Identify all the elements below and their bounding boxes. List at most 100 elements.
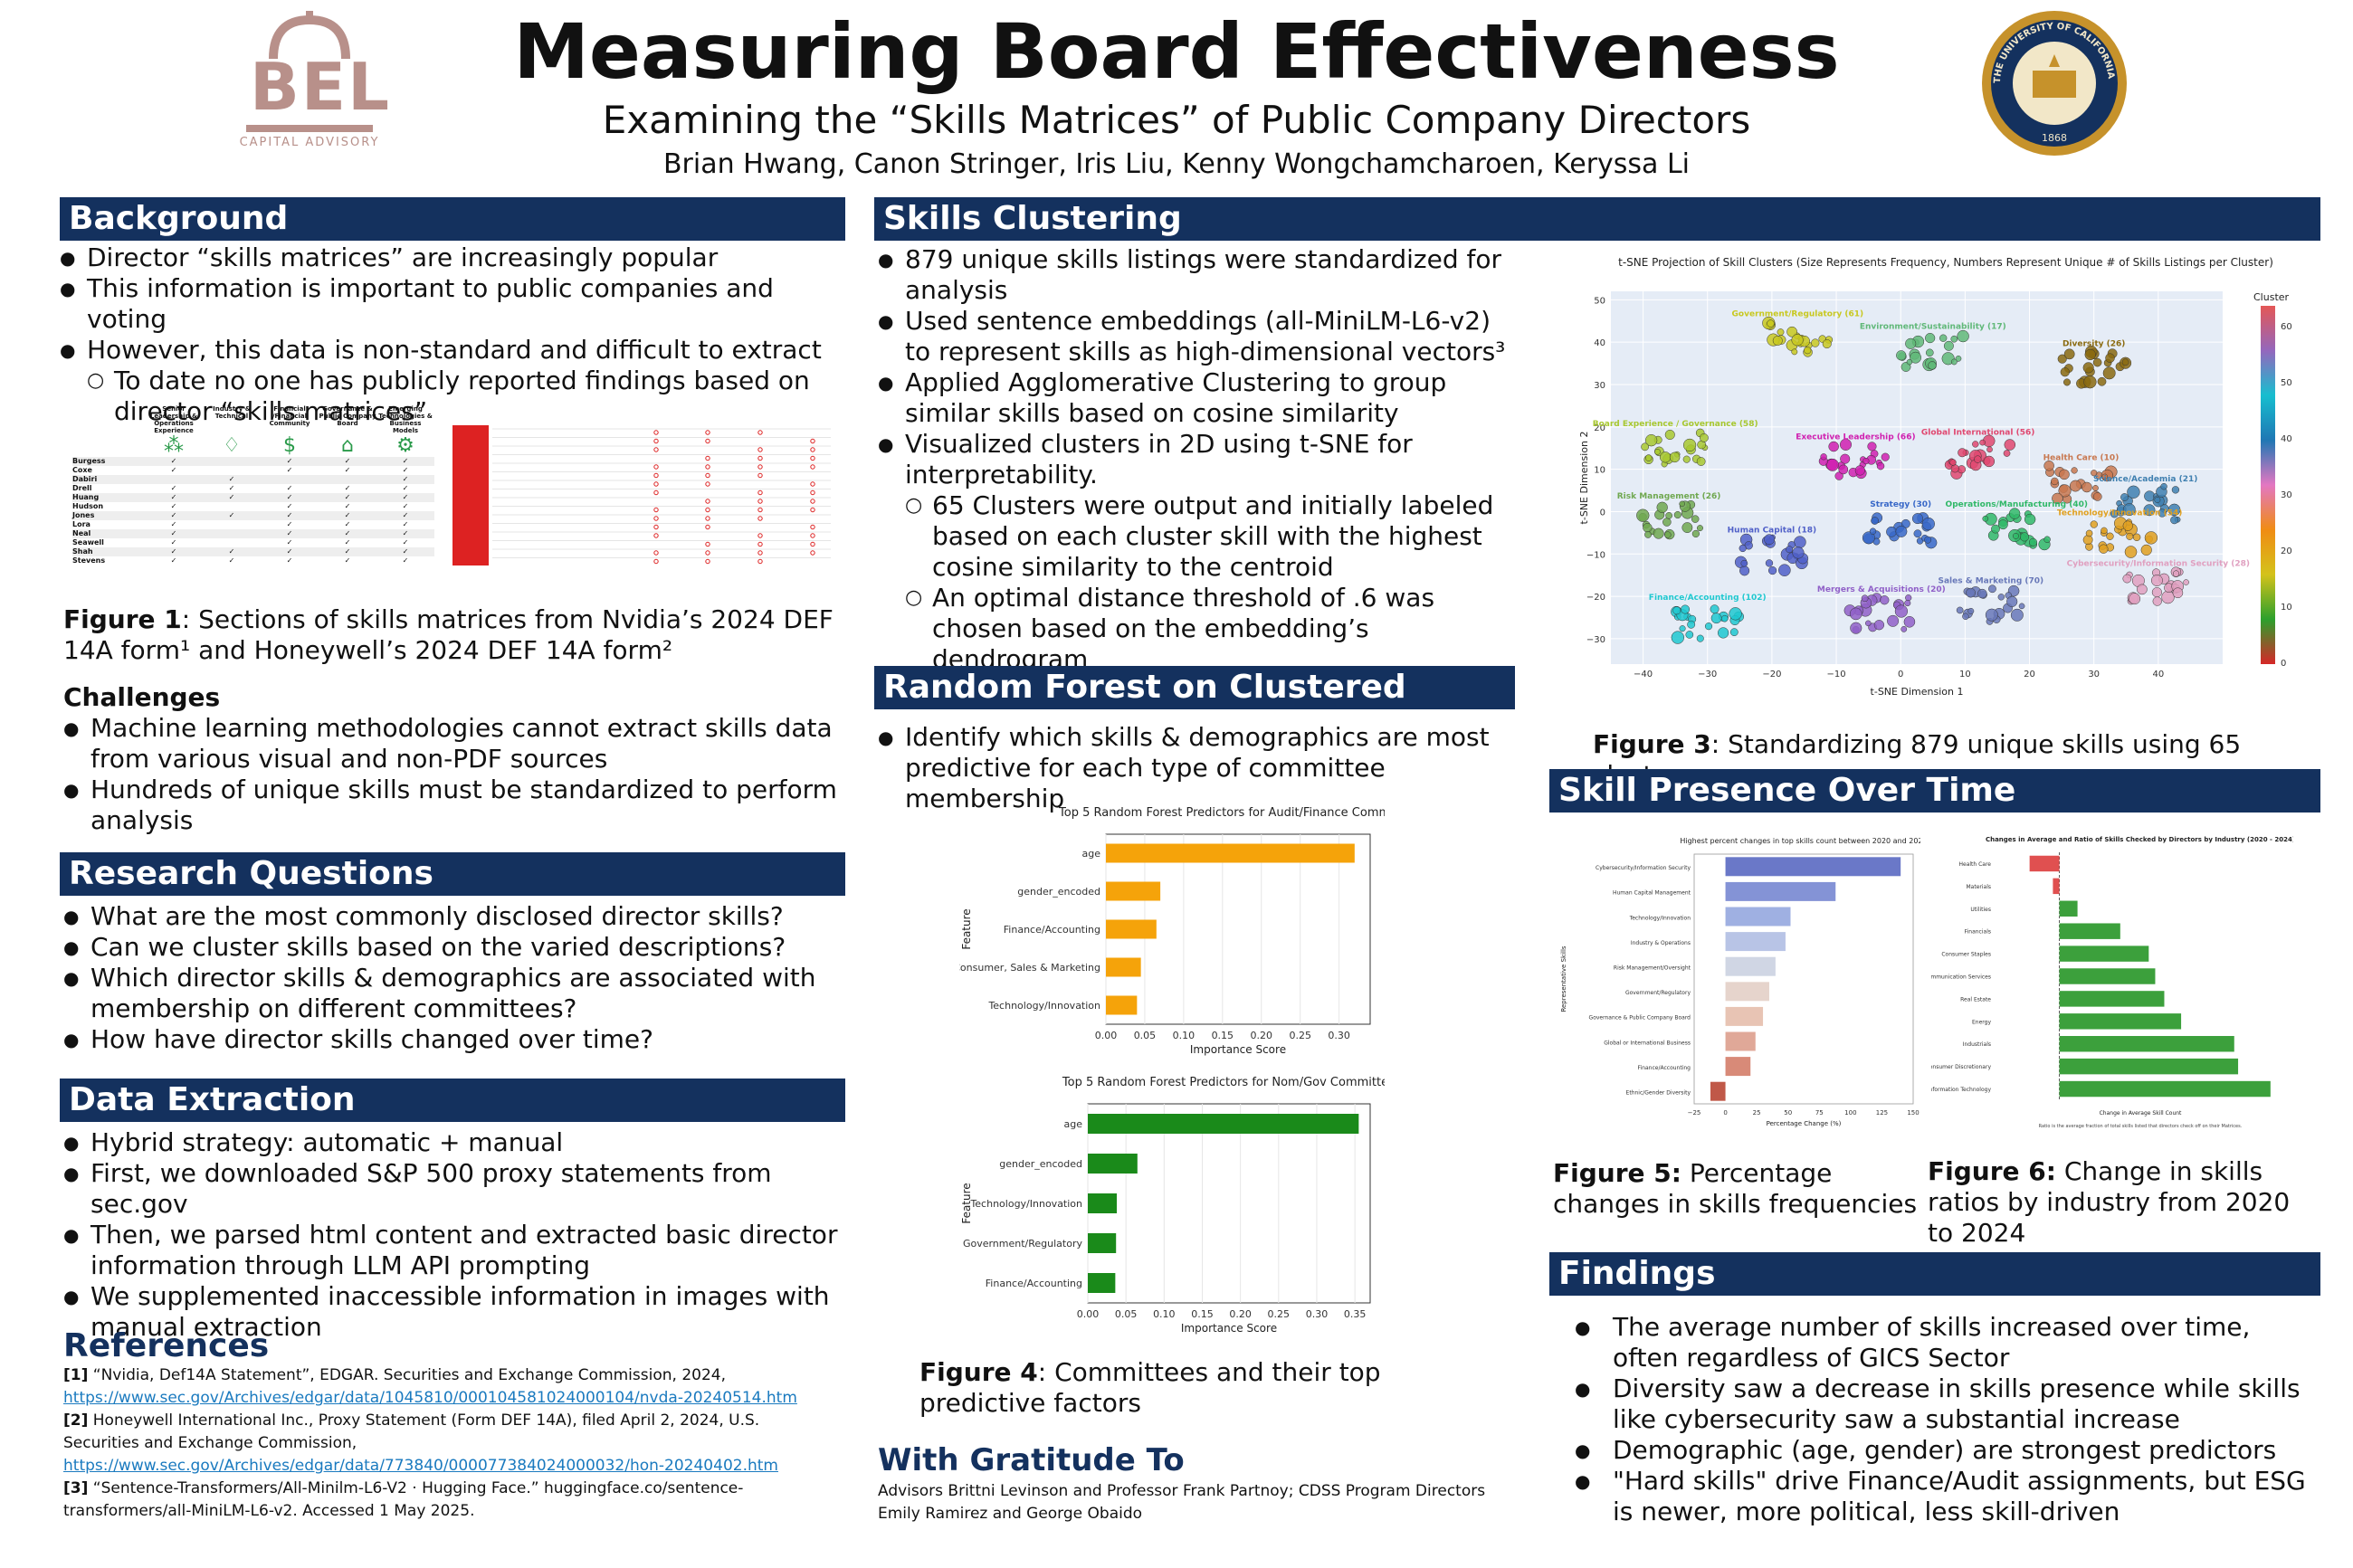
category-label: Energy [1972, 1019, 1991, 1025]
check-icon: ✓ [286, 529, 293, 537]
tick-label: 0.00 [1077, 1308, 1100, 1320]
figure5-text: Percentage changes in skills frequencies [1553, 1158, 1918, 1219]
scatter-point [2105, 353, 2115, 363]
tick-label: 30 [2088, 670, 2100, 679]
tick-label: −20 [1586, 593, 1605, 603]
matrix-col: Financial /Financial Community [269, 405, 310, 427]
scatter-point [1767, 565, 1777, 575]
tick-label: 0.30 [1306, 1308, 1329, 1320]
scatter-point [1662, 518, 1672, 527]
scatter-point [1957, 329, 1969, 343]
check-icon: ✓ [344, 484, 351, 492]
presence-heading: Skill Presence Over Time [1549, 769, 2320, 813]
check-circle-icon [757, 516, 763, 521]
list-item: Hundreds of unique skills must be standa… [63, 774, 851, 836]
scatter-point [1972, 441, 1979, 448]
tick-label: 0.15 [1191, 1308, 1214, 1320]
nomgov-committee-chart: Top 5 Random Forest Predictors for Nom/G… [960, 1076, 1385, 1335]
gratitude-heading: With Gratitude To [878, 1442, 1185, 1478]
scatter-point [2160, 482, 2167, 490]
category-label: Finance/Accounting [1004, 924, 1100, 936]
scatter-point [2092, 485, 2099, 491]
scatter-point [1820, 453, 1827, 461]
check-icon: ✓ [228, 493, 235, 501]
check-icon [203, 520, 261, 529]
scatter-point [1928, 361, 1937, 370]
cluster-label: Government/Regulatory (61) [1732, 310, 1864, 319]
bar [2059, 1058, 2239, 1075]
tick-label: −40 [1634, 670, 1653, 679]
matrix-row-name: Dabiri [72, 475, 98, 483]
scatter-point [1659, 451, 1672, 463]
tick-label: −30 [1698, 670, 1717, 679]
check-icon: ✓ [286, 493, 293, 501]
scatter-point [1905, 337, 1917, 349]
bar [1725, 907, 1791, 927]
check-icon [203, 457, 261, 466]
scatter-point [1997, 594, 2005, 601]
bar [2059, 1080, 2271, 1098]
tick-label: 0.10 [1173, 1030, 1196, 1041]
category-label: Finance/Accounting [986, 1278, 1082, 1289]
figure1-caption: Figure 1: Sections of skills matrices fr… [63, 604, 851, 666]
check-circle-icon [810, 533, 815, 538]
check-circle-icon [653, 447, 659, 452]
scatter-point [2057, 354, 2067, 364]
scatter-point [1777, 328, 1785, 336]
category-label: Consumer Discretionary [1931, 1064, 1991, 1070]
scatter-point [1681, 522, 1693, 533]
list-item: Diversity saw a decrease in skills prese… [1575, 1373, 2308, 1435]
tick-label: 0 [1723, 1109, 1727, 1117]
check-icon: ✓ [228, 547, 235, 556]
scatter-point [1691, 529, 1700, 538]
category-label: Utilities [1970, 907, 1991, 913]
scatter-point [1644, 434, 1658, 447]
background-bullets: Director “skills matrices” are increasin… [60, 242, 847, 427]
figure6-text: Change in skills ratios by industry from… [1928, 1156, 2291, 1248]
list-item: "Hard skills" drive Finance/Audit assign… [1575, 1466, 2308, 1527]
reference-link[interactable]: https://www.sec.gov/Archives/edgar/data/… [63, 1457, 778, 1475]
tick-label: 0.00 [1095, 1030, 1118, 1041]
skills-matrix-nvidia: Senior Leadership & Operations Experienc… [72, 405, 434, 591]
scatter-point [1718, 627, 1729, 639]
forest-bullets: Identify which skills & demographics are… [878, 722, 1511, 814]
cluster-label: Finance/Accounting (102) [1649, 594, 1767, 603]
bar [1725, 932, 1786, 952]
tick-label: 50 [1784, 1109, 1792, 1117]
reference-link[interactable]: https://www.sec.gov/Archives/edgar/data/… [63, 1389, 797, 1407]
chart-title: Top 5 Random Forest Predictors for Audit… [1058, 806, 1385, 820]
scatter-point [1950, 335, 1958, 343]
cluster-label: Technology/Innovation (54) [2057, 509, 2182, 518]
check-icon: ✓ [402, 547, 409, 556]
check-circle-icon [653, 524, 659, 530]
scatter-point [1865, 620, 1872, 627]
category-label: Industrials [1963, 1041, 1991, 1048]
matrix-row-name: Shah [72, 547, 93, 556]
check-circle-icon [810, 524, 815, 530]
audit-committee-chart: Top 5 Random Forest Predictors for Audit… [959, 806, 1385, 1056]
scatter-point [1955, 356, 1962, 362]
check-icon: ✓ [344, 547, 351, 556]
bar [1725, 982, 1769, 1002]
colorbar-tick: 30 [2281, 490, 2292, 500]
matrix-row-name: Jones [72, 511, 95, 519]
matrix-col: Emerging Technologies & Business Models [378, 405, 433, 434]
x-axis-label: Importance Score [1190, 1043, 1286, 1056]
matrix-row: Jones ✓ ✓ ✓ ✓ ✓ [72, 511, 434, 520]
scatter-point [1886, 526, 1897, 537]
check-circle-icon [810, 481, 815, 487]
check-circle-icon [757, 489, 763, 496]
scatter-point [2063, 348, 2075, 360]
colorbar-tick: 40 [2281, 434, 2292, 444]
list-item: The average number of skills increased o… [1575, 1312, 2308, 1373]
scatter-point [1786, 546, 1794, 554]
scatter-point [1962, 613, 1969, 620]
check-icon [203, 502, 261, 511]
check-icon: ✓ [286, 484, 293, 492]
cluster-label: Human Capital (18) [1728, 526, 1816, 535]
check-icon: ✓ [286, 547, 293, 556]
scatter-point [1988, 584, 1996, 594]
check-circle-icon [705, 516, 710, 521]
check-circle-icon [757, 533, 763, 538]
clustering-bullets: 879 unique skills listings were standard… [878, 244, 1511, 675]
